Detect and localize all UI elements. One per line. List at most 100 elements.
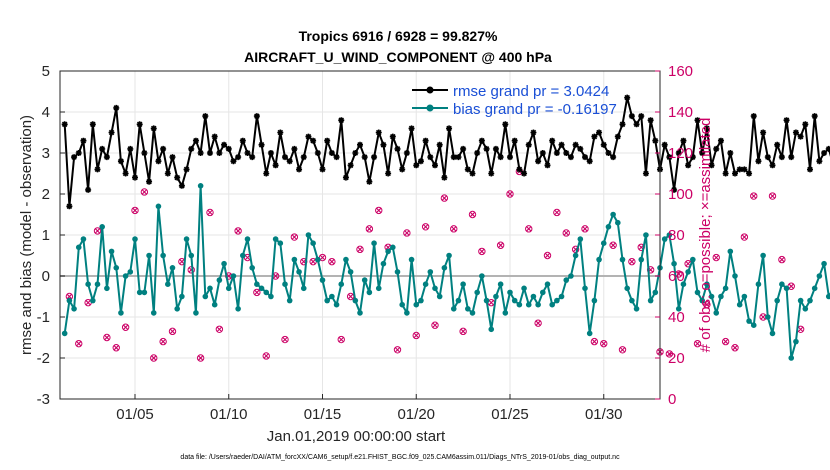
obs-assimilated-point [619, 347, 626, 353]
obs-assimilated-point [357, 246, 363, 252]
bias-point [643, 232, 649, 238]
obs-possible-point [534, 319, 542, 327]
obs-possible-point [290, 233, 299, 241]
obs-possible-point [506, 190, 514, 198]
bias-point [361, 277, 368, 283]
obs-assimilated-point [788, 283, 794, 289]
bias-point [347, 269, 354, 275]
bias-point [211, 301, 218, 308]
rmse-point [535, 158, 542, 165]
y-tick-label-left: -3 [37, 391, 50, 408]
bias-point [315, 256, 321, 263]
rmse-point [492, 145, 499, 152]
obs-assimilated-point [263, 353, 269, 359]
obs-assimilated-point [319, 254, 326, 261]
bias-point [563, 277, 570, 283]
rmse-point [633, 121, 640, 128]
bias-point [736, 301, 743, 308]
bias-point [586, 330, 593, 337]
bias-point [272, 236, 279, 242]
rmse-point [671, 186, 678, 193]
y-tick-label-right: 120 [668, 145, 693, 162]
obs-assimilated-point [610, 242, 616, 248]
rmse-point [539, 150, 546, 156]
rmse-point [708, 162, 715, 169]
bias-point [174, 306, 180, 312]
rmse-point [783, 117, 790, 124]
rmse-point [258, 141, 265, 148]
obs-possible-point [731, 344, 739, 352]
rmse-point [85, 186, 92, 193]
obs-assimilated-point [704, 302, 710, 308]
bias-point [516, 301, 523, 308]
obs-possible-point [121, 323, 130, 331]
rmse-point [427, 154, 434, 161]
bias-point [577, 236, 584, 242]
rmse-point [399, 166, 406, 173]
rmse-point [464, 166, 471, 173]
obs-possible-point [450, 225, 458, 233]
rmse-point [160, 145, 167, 152]
rmse-point [478, 137, 485, 144]
bias-point [193, 310, 199, 316]
y-axis-label-right: # of obs: o=possible; ×=assimilated [697, 118, 714, 353]
obs-possible-point [600, 339, 608, 348]
rmse-point [202, 113, 209, 120]
obs-possible-point [618, 346, 627, 354]
y-tick-label-left: 3 [42, 145, 50, 162]
rmse-point [446, 125, 453, 132]
bias-point [221, 260, 227, 267]
obs-possible-point [543, 251, 552, 260]
rmse-point [769, 162, 776, 169]
rmse-point [80, 137, 87, 144]
x-axis: 01/05 01/10 01/15 01/20 01/25 01/30 [116, 394, 623, 423]
rmse-point [577, 145, 584, 152]
obs-possible-point [375, 206, 383, 215]
rmse-point [516, 166, 523, 173]
rmse-point [474, 150, 481, 156]
bias-point [202, 293, 209, 300]
obs-possible-point [412, 331, 420, 340]
obs-possible-point [93, 227, 102, 235]
obs-assimilated-point [310, 259, 316, 265]
obs-assimilated-point [385, 244, 391, 250]
obs-assimilated-point [413, 332, 419, 339]
obs-possible-point [525, 225, 533, 233]
obs-assimilated-point [601, 341, 607, 347]
bias-point [371, 240, 377, 246]
bias-point [207, 285, 213, 292]
bias-point [380, 260, 387, 267]
obs-possible-point [253, 288, 261, 297]
obs-possible-point [159, 337, 167, 346]
bias-point [549, 301, 555, 308]
bias-point [633, 306, 640, 312]
bias-point [718, 293, 724, 300]
obs-assimilated-point [554, 209, 560, 216]
rmse-point [178, 182, 185, 189]
rmse-point [403, 150, 410, 156]
bias-point [150, 310, 157, 316]
obs-possible-point [721, 337, 730, 346]
rmse-point [117, 158, 124, 165]
obs-assimilated-point [544, 252, 551, 259]
obs-assimilated-point [179, 259, 185, 265]
bias-point [802, 306, 809, 312]
y-tick-label-right: 80 [668, 227, 685, 244]
obs-possible-point [750, 192, 758, 200]
rmse-point [380, 141, 387, 148]
bias-point [422, 281, 429, 288]
bias-point [357, 310, 363, 316]
obs-assimilated-point [591, 339, 597, 345]
bias-point [108, 248, 115, 255]
rmse-point [342, 174, 349, 181]
bias-point [329, 293, 335, 300]
bias-point [408, 256, 415, 263]
bias-point [783, 285, 790, 292]
bias-point [197, 183, 204, 189]
rmse-point [713, 145, 720, 152]
bias-point [90, 297, 96, 304]
bias-point [600, 240, 607, 246]
obs-assimilated-point [676, 271, 682, 277]
obs-possible-point [712, 253, 720, 262]
bias-point [282, 281, 288, 288]
